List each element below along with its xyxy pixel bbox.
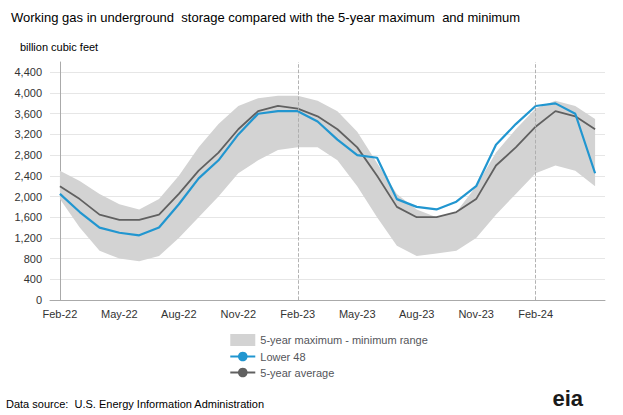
svg-text:400: 400 (24, 273, 42, 285)
svg-text:2,800: 2,800 (14, 149, 42, 161)
svg-text:May-23: May-23 (339, 308, 376, 320)
svg-text:Nov-22: Nov-22 (221, 308, 256, 320)
svg-text:4,400: 4,400 (14, 66, 42, 78)
svg-text:800: 800 (24, 253, 42, 265)
svg-text:0: 0 (36, 294, 42, 306)
svg-text:2,400: 2,400 (14, 170, 42, 182)
svg-text:4,000: 4,000 (14, 87, 42, 99)
svg-text:2,000: 2,000 (14, 191, 42, 203)
svg-text:3,600: 3,600 (14, 108, 42, 120)
svg-text:Nov-23: Nov-23 (458, 308, 493, 320)
svg-text:Aug-23: Aug-23 (399, 308, 434, 320)
svg-text:5-year average: 5-year average (260, 367, 334, 379)
svg-text:5-year maximum - minimum range: 5-year maximum - minimum range (260, 334, 427, 346)
svg-text:eia: eia (552, 386, 583, 411)
svg-text:Feb-23: Feb-23 (280, 308, 315, 320)
svg-text:Lower 48: Lower 48 (260, 351, 305, 363)
svg-text:1,600: 1,600 (14, 211, 42, 223)
svg-text:May-22: May-22 (101, 308, 138, 320)
svg-text:Aug-22: Aug-22 (161, 308, 196, 320)
svg-text:3,200: 3,200 (14, 128, 42, 140)
svg-text:Data source: U.S. Energy Info: Data source: U.S. Energy Information Adm… (6, 398, 264, 410)
svg-text:1,200: 1,200 (14, 232, 42, 244)
svg-text:Working gas in underground st: Working gas in underground storage compa… (11, 10, 520, 25)
svg-text:billion cubic feet: billion cubic feet (20, 41, 98, 53)
svg-text:Feb-22: Feb-22 (42, 308, 77, 320)
svg-text:Feb-24: Feb-24 (518, 308, 553, 320)
